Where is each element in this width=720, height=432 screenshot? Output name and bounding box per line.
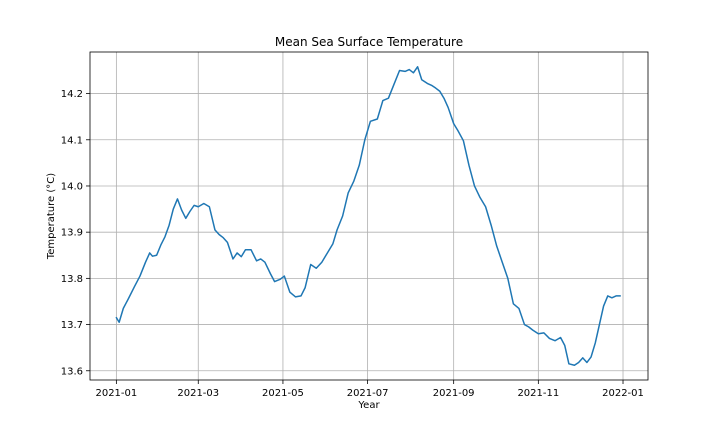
plot-frame xyxy=(89,51,649,381)
x-tick-label: 2021-05 xyxy=(262,388,304,399)
y-axis-label: Temperature (°C) xyxy=(46,173,57,260)
axis-ticks: 2021-01 2021-03 2021-05 2021-07 2021-09 2021-… xyxy=(61,89,644,399)
y-tick-label: 13.8 xyxy=(61,274,83,285)
y-tick-label: 14.0 xyxy=(61,181,83,192)
chart-title: Mean Sea Surface Temperature xyxy=(275,35,463,49)
y-tick-label: 13.9 xyxy=(61,228,83,239)
series-line-sea-surface-temperature xyxy=(115,66,621,366)
x-axis-label: Year xyxy=(357,400,380,411)
y-tick-label: 13.7 xyxy=(61,320,83,331)
y-tick-label: 14.1 xyxy=(61,135,83,146)
grid-lines xyxy=(90,52,648,380)
x-tick-label: 2021-01 xyxy=(95,388,137,399)
x-tick-label: 2021-07 xyxy=(347,388,389,399)
x-tick-label: 2021-11 xyxy=(517,388,559,399)
x-tick-label: 2021-09 xyxy=(433,388,475,399)
y-tick-label: 14.2 xyxy=(61,89,83,100)
x-tick-label: 2021-03 xyxy=(177,388,219,399)
x-tick-label: 2022-01 xyxy=(602,388,644,399)
y-tick-label: 13.6 xyxy=(61,366,83,377)
